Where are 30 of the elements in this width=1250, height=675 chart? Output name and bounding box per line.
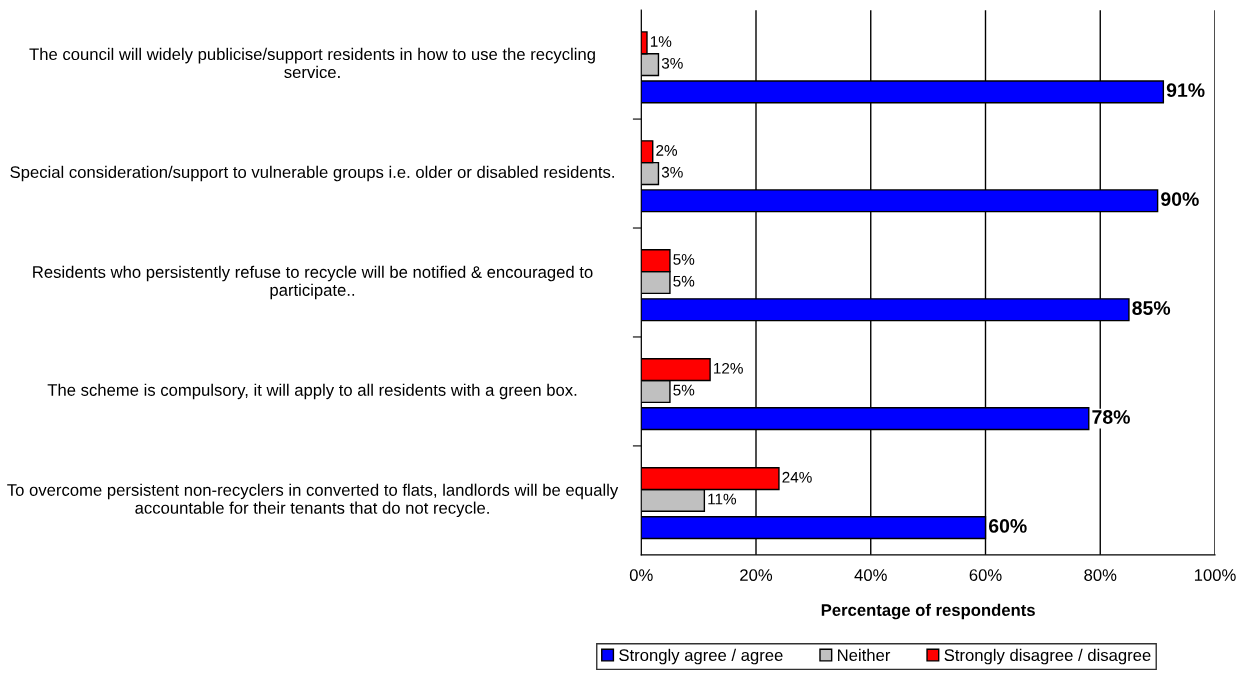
data-label: 78% — [1092, 410, 1130, 424]
data-label: 85% — [1132, 301, 1171, 315]
data-label: 5% — [673, 275, 695, 287]
y-tick-label: To overcome persistent non-recyclers in converted to flats, landlords will be equally accountable for their tenants that do not recycle. — [7, 483, 619, 518]
data-label: 11% — [708, 493, 737, 505]
y-tick-label: The council will widely publicise/support residents in how to use the recycling service. — [29, 47, 595, 79]
data-label: 60% — [988, 519, 1027, 533]
y-tick-label: The scheme is compulsory, it will apply to all residents with a green box. — [47, 383, 577, 400]
data-label: 12% — [714, 362, 743, 374]
data-label: 2% — [656, 145, 678, 156]
x-axis-title: Percentage of respondents — [821, 603, 1035, 620]
data-label: 3% — [661, 57, 683, 69]
data-label: 5% — [673, 254, 695, 265]
data-label: 24% — [782, 471, 812, 483]
x-tick-label: 60% — [969, 569, 1002, 581]
x-tick-label: 0% — [629, 569, 653, 581]
y-tick-label: Special consideration/support to vulnerable groups i.e. older or disabled residents. — [10, 165, 614, 182]
data-label: 90% — [1161, 192, 1199, 206]
legend-label: Strongly disagree / disagree — [944, 648, 1151, 665]
y-tick-label: Residents who persistently refuse to recycle will be notified & encouraged to participate.. — [33, 265, 593, 300]
data-label: 3% — [661, 166, 683, 178]
legend-label: Strongly agree / agree — [619, 648, 783, 665]
x-tick-label: 20% — [740, 569, 773, 581]
x-tick-label: 100% — [1194, 569, 1236, 581]
x-tick-label: 80% — [1084, 569, 1117, 581]
legend-label: Neither — [838, 648, 891, 662]
data-label: 5% — [673, 384, 695, 396]
data-label: 91% — [1166, 83, 1205, 98]
data-label: 1% — [650, 36, 672, 47]
x-tick-label: 40% — [854, 569, 887, 581]
